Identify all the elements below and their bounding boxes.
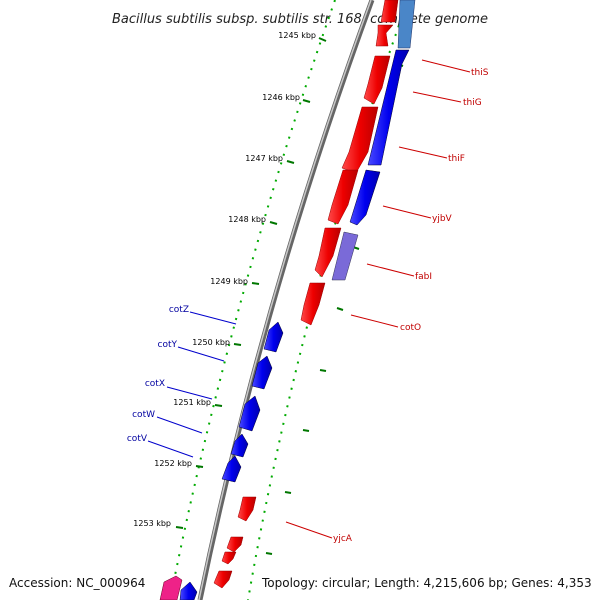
footer-bg-left	[0, 573, 150, 593]
gene-small-1	[226, 536, 244, 553]
gene-label-cotW: cotW	[132, 410, 155, 420]
gene-cotW-arrow	[230, 433, 249, 458]
tick-label: 1246 kbp	[262, 93, 300, 102]
leader-yjbV	[382, 205, 432, 219]
gene-label-thiG: thiG	[463, 98, 482, 108]
gene-label-cotV: cotV	[127, 434, 148, 444]
leader-cotW	[156, 416, 203, 434]
left-leaders	[147, 311, 237, 458]
gene-label-cotY: cotY	[158, 340, 178, 350]
gene-label-yjcA: yjcA	[333, 534, 353, 544]
leader-thiF	[398, 146, 448, 159]
gene-thiG-arrow	[363, 55, 391, 105]
gene-yjbV-region-blue	[349, 169, 381, 226]
footer-bg-right	[258, 573, 600, 593]
gene-bottom-pink	[159, 575, 183, 600]
tick-mark	[175, 526, 184, 529]
gene-cotX-arrow	[238, 395, 261, 432]
gene-small-3	[213, 570, 233, 589]
outer-tick-mark	[319, 369, 327, 372]
tick-mark	[251, 282, 260, 285]
topology-text: Topology: circular; Length: 4,215,606 bp…	[261, 576, 592, 590]
gene-label-fabI: fabI	[415, 272, 432, 282]
tick-mark	[318, 37, 327, 42]
leader-cotZ	[189, 311, 237, 325]
leader-cotO	[350, 314, 399, 328]
reverse-genes-outer	[331, 0, 416, 281]
tick-mark	[195, 465, 204, 468]
gene-fabI-arrow	[314, 227, 342, 278]
gene-small-2	[221, 551, 237, 565]
gene-label-cotZ: cotZ	[169, 305, 189, 315]
outer-tick-mark	[336, 307, 344, 311]
accession-text: Accession: NC_000964	[9, 576, 145, 590]
tick-label: 1252 kbp	[154, 459, 192, 468]
tick-label: 1251 kbp	[173, 398, 211, 407]
tick-label: 1249 kbp	[210, 277, 248, 286]
gene-thiF-region-blue	[367, 49, 410, 166]
backbone-highlight	[198, 0, 372, 600]
gene-label-yjbV: yjbV	[432, 214, 453, 224]
tick-marks	[175, 37, 327, 529]
gene-label-thiS: thiS	[471, 68, 489, 78]
tick-mark	[269, 221, 278, 225]
tick-label: 1247 kbp	[245, 154, 283, 163]
leader-cotX	[166, 386, 213, 400]
leader-fabI	[366, 263, 415, 277]
gene-fabI-purple	[331, 231, 359, 281]
tick-label: 1248 kbp	[228, 215, 266, 224]
tick-label: 1253 kbp	[133, 519, 171, 528]
gene-thiS-arrow	[375, 24, 394, 47]
gene-thiO	[380, 0, 399, 23]
gene-cotZ-arrow	[263, 321, 284, 353]
forward-genes	[213, 0, 399, 589]
tick-mark	[214, 404, 223, 407]
gene-label-cotX: cotX	[145, 379, 165, 389]
leader-yjcA	[285, 521, 333, 539]
gene-bottom-blue	[179, 581, 198, 600]
gene-cotO-arrow	[300, 282, 326, 326]
gene-yjbV-arrow	[327, 169, 359, 225]
outer-tick-mark	[302, 429, 310, 432]
gene-yjcA-arrow	[237, 496, 257, 522]
leader-cotY	[177, 346, 225, 362]
backbone	[197, 0, 375, 600]
tick-label: 1245 kbp	[278, 31, 316, 40]
outer-tick-mark	[284, 491, 292, 494]
map-title: Bacillus subtilis subsp. subtilis str. 1…	[112, 12, 488, 27]
tick-mark	[233, 343, 242, 346]
gene-label-cotO: cotO	[400, 323, 421, 333]
right-leaders	[285, 59, 471, 539]
tick-mark	[286, 160, 295, 164]
outer-tick-mark	[265, 552, 273, 555]
gene-cotY-arrow	[251, 355, 273, 390]
leader-thiG	[412, 91, 462, 103]
leader-thiS	[421, 59, 471, 73]
gene-reverse-light	[397, 0, 416, 49]
tick-label: 1250 kbp	[192, 338, 230, 347]
gene-cotV-arrow	[221, 455, 242, 483]
gene-label-thiF: thiF	[448, 154, 465, 164]
leader-cotV	[147, 440, 194, 458]
tick-mark	[302, 99, 311, 103]
cot-genes	[159, 321, 284, 600]
